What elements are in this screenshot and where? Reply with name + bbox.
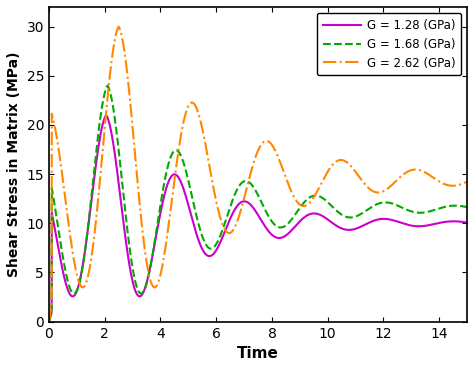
G = 1.68 (GPa) <box>456 204 462 208</box>
G = 1.68 (GPa) <box>119 175 125 180</box>
Line: G = 1.68 (GPa): G = 1.68 (GPa) <box>49 86 467 322</box>
G = 1.68 (GPa) <box>94 145 100 150</box>
G = 2.62 (GPa) <box>116 24 121 29</box>
G = 2.62 (GPa) <box>456 183 462 187</box>
G = 1.28 (GPa) <box>464 220 470 225</box>
G = 1.28 (GPa) <box>207 254 212 258</box>
G = 2.62 (GPa) <box>46 319 52 324</box>
G = 1.68 (GPa) <box>105 84 110 88</box>
G = 1.68 (GPa) <box>225 213 230 217</box>
Line: G = 1.28 (GPa): G = 1.28 (GPa) <box>49 115 467 322</box>
G = 2.62 (GPa) <box>207 164 212 168</box>
G = 1.68 (GPa) <box>46 319 52 324</box>
G = 1.28 (GPa) <box>225 223 230 227</box>
G = 1.28 (GPa) <box>46 319 52 324</box>
Line: G = 2.62 (GPa): G = 2.62 (GPa) <box>49 26 467 322</box>
G = 1.28 (GPa) <box>94 157 100 162</box>
G = 2.62 (GPa) <box>225 230 230 235</box>
X-axis label: Time: Time <box>237 346 279 361</box>
G = 2.62 (GPa) <box>411 167 417 172</box>
Y-axis label: Shear Stress in Matrix (MPa): Shear Stress in Matrix (MPa) <box>7 52 21 277</box>
G = 1.28 (GPa) <box>103 113 109 117</box>
G = 1.28 (GPa) <box>119 205 125 210</box>
Legend: G = 1.28 (GPa), G = 1.68 (GPa), G = 2.62 (GPa): G = 1.28 (GPa), G = 1.68 (GPa), G = 2.62… <box>317 13 461 75</box>
G = 1.68 (GPa) <box>411 210 417 214</box>
G = 1.68 (GPa) <box>464 205 470 209</box>
G = 2.62 (GPa) <box>94 212 100 216</box>
G = 1.68 (GPa) <box>207 246 212 251</box>
G = 2.62 (GPa) <box>464 180 470 184</box>
G = 1.28 (GPa) <box>456 219 462 224</box>
G = 1.28 (GPa) <box>411 224 417 228</box>
G = 2.62 (GPa) <box>119 33 125 38</box>
